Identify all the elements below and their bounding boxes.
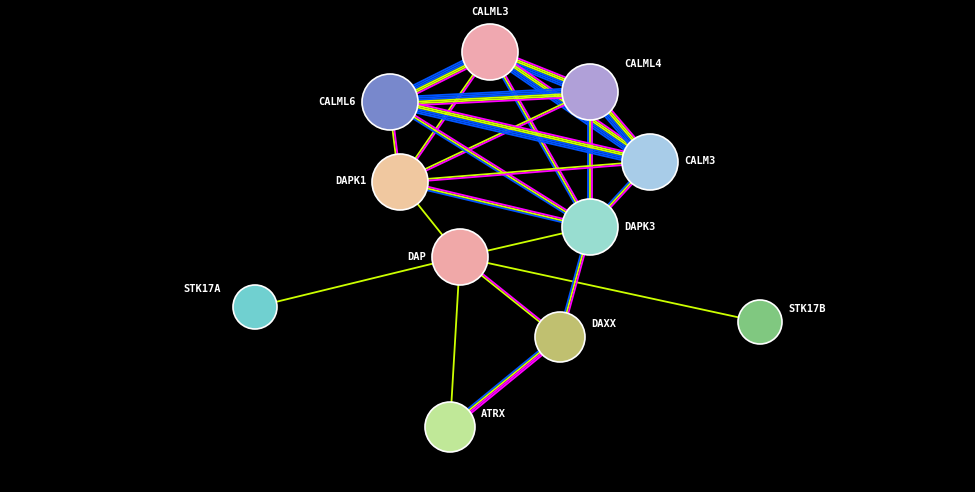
- Circle shape: [372, 154, 428, 210]
- Text: CALM3: CALM3: [684, 156, 716, 166]
- Text: STK17B: STK17B: [788, 304, 826, 314]
- Circle shape: [432, 229, 488, 285]
- Circle shape: [622, 134, 678, 190]
- Text: CALML3: CALML3: [471, 7, 509, 17]
- Text: DAXX: DAXX: [591, 319, 616, 329]
- Text: DAPK1: DAPK1: [334, 176, 366, 186]
- Circle shape: [462, 24, 518, 80]
- Text: CALML6: CALML6: [319, 97, 356, 107]
- Circle shape: [233, 285, 277, 329]
- Circle shape: [562, 64, 618, 120]
- Text: DAP: DAP: [408, 252, 426, 262]
- Circle shape: [425, 402, 475, 452]
- Circle shape: [562, 199, 618, 255]
- Circle shape: [535, 312, 585, 362]
- Text: DAPK3: DAPK3: [624, 222, 655, 232]
- Circle shape: [738, 300, 782, 344]
- Text: ATRX: ATRX: [481, 409, 506, 419]
- Text: STK17A: STK17A: [183, 284, 221, 294]
- Circle shape: [362, 74, 418, 130]
- Text: CALML4: CALML4: [624, 59, 661, 69]
